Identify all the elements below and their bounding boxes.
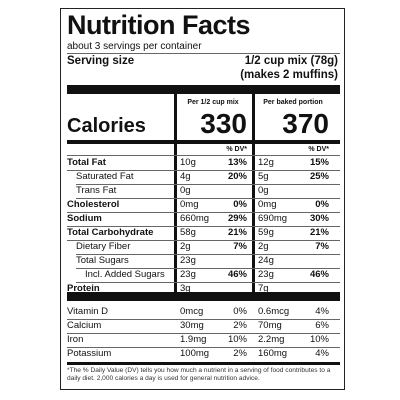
serving-size-label: Serving size xyxy=(67,55,135,67)
daily-value: 29% xyxy=(227,213,247,224)
nutrient-label: Trans Fat xyxy=(76,185,117,196)
amount: 3g xyxy=(180,283,191,294)
amount: 1.9mg xyxy=(180,334,207,345)
amount: 690mg xyxy=(258,213,288,224)
serving-size-note: (makes 2 muffins) xyxy=(240,69,338,81)
divider xyxy=(67,319,340,320)
calories-label: Calories xyxy=(67,115,146,137)
nutrient-label: Saturated Fat xyxy=(76,171,134,182)
amount: 0.6mcg xyxy=(258,306,290,317)
daily-value: 0% xyxy=(233,306,247,317)
title: Nutrition Facts xyxy=(67,10,251,40)
amount: 0mcg xyxy=(180,306,204,317)
daily-value: 7% xyxy=(233,241,247,252)
amount: 7g xyxy=(258,283,269,294)
column-header: Per baked portion xyxy=(263,99,323,106)
daily-value: 6% xyxy=(315,320,329,331)
divider xyxy=(76,282,340,283)
amount: 2g xyxy=(258,241,269,252)
amount: 2g xyxy=(180,241,191,252)
amount: 58g xyxy=(180,227,196,238)
daily-value: 21% xyxy=(309,227,329,238)
nutrient-label: Iron xyxy=(67,334,84,345)
column-divider xyxy=(174,94,177,292)
calories-value: 370 xyxy=(282,108,329,139)
amount: 23g xyxy=(180,255,196,266)
amount: 0g xyxy=(180,185,191,196)
divider xyxy=(67,212,340,213)
daily-value: 2% xyxy=(233,348,247,359)
calories-value: 330 xyxy=(200,108,247,139)
amount: 0mg xyxy=(180,199,199,210)
amount: 70mg xyxy=(258,320,282,331)
daily-value: 0% xyxy=(233,199,247,210)
daily-value: 0% xyxy=(315,199,329,210)
column-divider xyxy=(252,94,255,292)
divider xyxy=(76,268,340,269)
amount: 0mg xyxy=(258,199,277,210)
medium-bar xyxy=(67,140,340,144)
nutrient-label: Protein xyxy=(67,283,100,294)
servings: about 3 servings per container xyxy=(67,41,202,52)
amount: 59g xyxy=(258,227,274,238)
daily-value: 7% xyxy=(315,241,329,252)
divider xyxy=(67,226,340,227)
divider xyxy=(67,240,340,241)
serving-size: 1/2 cup mix (78g) xyxy=(244,55,338,67)
divider xyxy=(76,184,340,185)
daily-value: 25% xyxy=(309,171,329,182)
divider xyxy=(67,155,340,156)
nutrition-label: Nutrition Facts about 3 servings per cont… xyxy=(60,8,345,390)
nutrient-label: Dietary Fiber xyxy=(76,241,131,252)
divider xyxy=(67,53,340,54)
amount: 2.2mg xyxy=(258,334,285,345)
daily-value: 4% xyxy=(315,348,329,359)
divider xyxy=(67,347,340,348)
daily-value: 21% xyxy=(227,227,247,238)
nutrient-label: Potassium xyxy=(67,348,112,359)
nutrient-label: Total Fat xyxy=(67,157,106,168)
thick-bar xyxy=(67,85,340,94)
nutrient-label: Vitamin D xyxy=(67,306,109,317)
daily-value: 46% xyxy=(227,269,247,280)
nutrient-label: Calcium xyxy=(67,320,102,331)
amount: 0g xyxy=(258,185,269,196)
dv-header: % DV* xyxy=(226,146,247,153)
daily-value: 10% xyxy=(309,334,329,345)
footnote: *The % Daily Value (DV) tells you how mu… xyxy=(67,367,331,383)
daily-value: 10% xyxy=(227,334,247,345)
amount: 4g xyxy=(180,171,191,182)
nutrient-label: Total Sugars xyxy=(76,255,129,266)
nutrient-label: Cholesterol xyxy=(67,199,120,210)
thick-bar xyxy=(67,292,340,301)
medium-bar xyxy=(67,362,340,365)
amount: 23g xyxy=(258,269,274,280)
column-header: Per 1/2 cup mix xyxy=(187,99,239,106)
amount: 660mg xyxy=(180,213,210,224)
divider xyxy=(76,254,340,255)
amount: 30mg xyxy=(180,320,204,331)
amount: 23g xyxy=(180,269,196,280)
daily-value: 2% xyxy=(233,320,247,331)
amount: 10g xyxy=(180,157,196,168)
nutrient-label: Incl. Added Sugars xyxy=(85,269,165,280)
daily-value: 30% xyxy=(309,213,329,224)
amount: 5g xyxy=(258,171,269,182)
dv-header: % DV* xyxy=(308,146,329,153)
amount: 100mg xyxy=(180,348,210,359)
divider xyxy=(76,198,340,199)
divider xyxy=(67,333,340,334)
daily-value: 46% xyxy=(309,269,329,280)
daily-value: 20% xyxy=(227,171,247,182)
amount: 160mg xyxy=(258,348,288,359)
divider xyxy=(67,170,340,171)
amount: 12g xyxy=(258,157,274,168)
nutrient-label: Sodium xyxy=(67,213,102,224)
nutrient-label: Total Carbohydrate xyxy=(67,227,154,238)
daily-value: 15% xyxy=(309,157,329,168)
daily-value: 4% xyxy=(315,306,329,317)
daily-value: 13% xyxy=(227,157,247,168)
amount: 24g xyxy=(258,255,274,266)
